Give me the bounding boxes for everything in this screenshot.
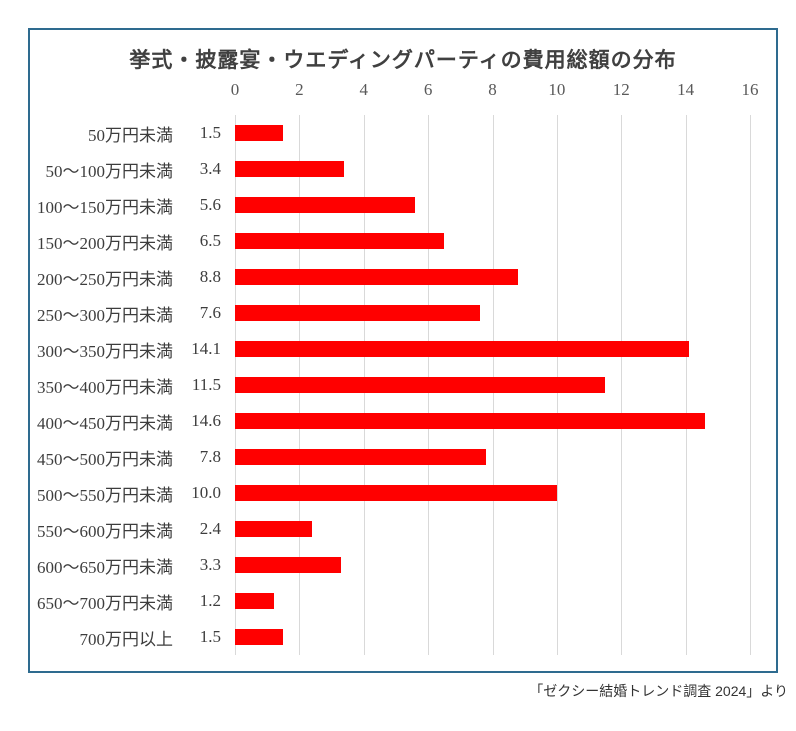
value-label: 1.2: [199, 591, 221, 610]
value-label: 10.0: [191, 483, 221, 502]
category-label: 550～600万円未満: [37, 521, 173, 541]
value-label: 7.6: [199, 303, 221, 322]
x-tick-label: 12: [612, 80, 630, 99]
category-label: 150～200万円未満: [37, 233, 173, 253]
value-label: 5.6: [199, 195, 221, 214]
category-label: 400～450万円未満: [37, 413, 173, 433]
chart-title: 挙式・披露宴・ウエディングパーティの費用総額の分布: [129, 49, 677, 72]
plot-area: 50万円未満 1.5 50～100万円未満 3.4 100～150万円未満 5.6 150～…: [30, 115, 776, 655]
category-label: 50万円未満: [88, 125, 173, 145]
value-label: 3.3: [199, 555, 221, 574]
bar: [235, 629, 284, 645]
bar-row: 100～150万円未満 5.6: [30, 187, 235, 223]
value-label: 1.5: [199, 123, 221, 142]
bar: [235, 521, 313, 537]
category-label: 500～550万円未満: [37, 485, 173, 505]
chart-frame: 挙式・披露宴・ウエディングパーティの費用総額の分布 0 2 4 6 8 10 12 14 16 …: [28, 28, 778, 673]
value-label: 11.5: [191, 375, 221, 394]
gridline: [750, 115, 751, 655]
x-tick-label: 14: [677, 80, 695, 99]
x-tick-label: 4: [359, 80, 369, 99]
bar: [235, 341, 689, 357]
bar-row: 500～550万円未満 10.0: [30, 475, 235, 511]
category-label: 100～150万円未満: [37, 197, 173, 217]
category-label: 50～100万円未満: [45, 161, 174, 181]
bar: [235, 377, 606, 393]
bar-row: 350～400万円未満 11.5: [30, 367, 235, 403]
value-label: 2.4: [199, 519, 221, 538]
bar: [235, 197, 416, 213]
category-label: 250～300万円未満: [37, 305, 173, 325]
bar-row: 300～350万円未満 14.1: [30, 331, 235, 367]
category-label: 650～700万円未満: [37, 593, 173, 613]
bar-row: 550～600万円未満 2.4: [30, 511, 235, 547]
x-tick-label: 16: [741, 80, 759, 99]
category-label: 350～400万円未満: [37, 377, 173, 397]
category-label: 700万円以上: [79, 629, 174, 649]
bar-row: 50～100万円未満 3.4: [30, 151, 235, 187]
bar: [235, 449, 487, 465]
bar-row: 450～500万円未満 7.8: [30, 439, 235, 475]
category-label: 450～500万円未満: [37, 449, 173, 469]
value-label: 14.6: [191, 411, 221, 430]
x-tick-label: 2: [295, 80, 304, 99]
bar: [235, 305, 480, 321]
bar-row: 50万円未満 1.5: [30, 115, 235, 151]
value-label: 1.5: [199, 627, 221, 646]
value-label: 7.8: [199, 447, 221, 466]
bar-row: 250～300万円未満 7.6: [30, 295, 235, 331]
x-tick-label: 6: [423, 80, 433, 99]
value-label: 3.4: [199, 159, 221, 178]
x-axis: 0 2 4 6 8 10 12 14 16: [30, 80, 776, 102]
bar-row: 150～200万円未満 6.5: [30, 223, 235, 259]
x-tick-label: 0: [230, 80, 240, 99]
bar: [235, 161, 345, 177]
value-label: 8.8: [199, 267, 221, 286]
bar: [235, 413, 705, 429]
value-label: 14.1: [191, 339, 221, 358]
bar: [235, 269, 519, 285]
bar-row: 600～650万円未満 3.3: [30, 547, 235, 583]
source-caption: 「ゼクシー結婚トレンド調査 2024」より: [529, 683, 788, 699]
gridline: [685, 115, 687, 655]
value-label: 6.5: [199, 231, 221, 250]
bar-row: 650～700万円未満 1.2: [30, 583, 235, 619]
category-label: 200～250万円未満: [37, 269, 173, 289]
category-label: 300～350万円未満: [37, 341, 173, 361]
bar-row: 200～250万円未満 8.8: [30, 259, 235, 295]
bar-row: 700万円以上 1.5: [30, 619, 235, 655]
bar: [235, 485, 557, 501]
bar: [235, 125, 284, 141]
gridline: [621, 115, 623, 655]
x-tick-label: 8: [488, 80, 497, 99]
bar: [235, 233, 445, 249]
category-label: 600～650万円未満: [37, 557, 173, 577]
bar: [235, 593, 274, 609]
bar-row: 400～450万円未満 14.6: [30, 403, 235, 439]
x-tick-label: 10: [548, 80, 566, 99]
bar: [235, 557, 342, 573]
